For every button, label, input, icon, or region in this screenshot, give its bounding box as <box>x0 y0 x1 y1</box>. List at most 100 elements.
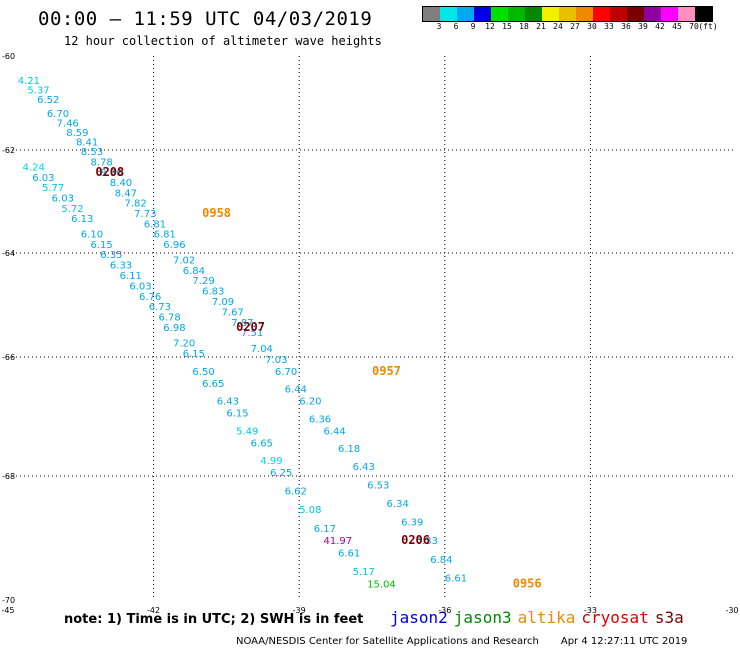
color-swatch <box>695 7 712 21</box>
wave-height-value: 6.44 <box>285 385 307 396</box>
wave-height-value: 6.20 <box>299 397 321 408</box>
footer-timestamp: Apr 4 12:27:11 UTC 2019 <box>560 636 688 647</box>
wave-height-value: 6.70 <box>47 109 69 120</box>
color-swatch <box>508 7 525 21</box>
wave-height-value: 4.99 <box>260 456 282 467</box>
wave-height-value: 8.53 <box>81 147 103 158</box>
wave-height-value: 8.41 <box>76 137 98 148</box>
wave-height-value: 5.49 <box>236 426 258 437</box>
wave-height-value: 6.03 <box>52 194 74 205</box>
wave-height-value: 7.46 <box>57 119 79 130</box>
color-scale-tick: 21 <box>536 22 546 31</box>
wave-height-value: 6.18 <box>338 444 360 455</box>
color-swatch <box>474 7 491 21</box>
wave-height-value: 6.84 <box>183 266 205 277</box>
wave-height-value: 6.03 <box>129 281 151 292</box>
wave-height-value: 6.36 <box>309 414 331 425</box>
color-scale-tick: 39 <box>638 22 648 31</box>
color-scale-tick: 12 <box>485 22 495 31</box>
wave-height-value: 15.04 <box>367 580 396 591</box>
wave-height-value: 6.61 <box>445 573 467 584</box>
wave-height-value: 4.24 <box>23 163 45 174</box>
lat-tick-label: -68 <box>2 472 15 481</box>
color-scale-tick: 30 <box>587 22 597 31</box>
wave-height-value: 41.97 <box>323 536 352 547</box>
lat-tick-label: -70 <box>2 596 15 605</box>
legend-item-jason2: jason2 <box>390 608 448 627</box>
color-swatch <box>593 7 610 21</box>
color-swatch <box>542 7 559 21</box>
color-swatch <box>457 7 474 21</box>
wave-height-value: 6.78 <box>158 313 180 324</box>
wave-height-value: 6.50 <box>192 367 214 378</box>
wave-height-value: 4.21 <box>18 76 40 87</box>
color-swatch <box>440 7 457 21</box>
color-scale-bar <box>422 6 713 22</box>
wave-height-value: 6.81 <box>144 219 166 230</box>
legend-item-s3a: s3a <box>654 608 684 627</box>
wave-height-value: 7.02 <box>173 255 195 266</box>
color-scale-tick: 70 <box>689 22 699 31</box>
wave-height-value: 6.15 <box>91 240 113 251</box>
wave-height-value: 7.82 <box>124 199 146 210</box>
color-scale-tick: 27 <box>570 22 580 31</box>
color-scale-tick: 6 <box>453 22 459 31</box>
wave-height-value: 7.09 <box>212 297 234 308</box>
wave-height-value: 7.04 <box>251 344 273 355</box>
color-swatch <box>576 7 593 21</box>
wave-height-value: 5.08 <box>299 505 321 516</box>
wave-height-value: 6.61 <box>338 549 360 560</box>
wave-height-value: 6.10 <box>81 230 103 241</box>
wave-height-value: 6.52 <box>37 95 59 106</box>
pass-time-label: 0958 <box>202 206 231 220</box>
lat-tick-label: -60 <box>2 52 15 61</box>
units-note: note: 1) Time is in UTC; 2) SWH is in fe… <box>64 612 364 627</box>
wave-height-value: 6.15 <box>226 409 248 420</box>
legend-item-jason3: jason3 <box>453 608 512 627</box>
wave-height-value: 6.33 <box>416 536 438 547</box>
wave-height-value: 6.98 <box>163 323 185 334</box>
color-swatch <box>610 7 627 21</box>
color-scale-tick: 45 <box>672 22 682 31</box>
wave-height-value: 6.83 <box>202 287 224 298</box>
color-scale-tick: 3 <box>436 22 442 31</box>
color-swatch <box>644 7 661 21</box>
map-subtitle: 12 hour collection of altimeter wave hei… <box>64 34 382 48</box>
wave-height-value: 6.39 <box>401 518 423 529</box>
wave-height-value: 6.15 <box>183 349 205 360</box>
wave-height-value: 8.80 <box>100 168 122 179</box>
map-title: 00:00 – 11:59 UTC 04/03/2019 <box>38 8 373 30</box>
wave-height-value: 6.43 <box>353 462 375 473</box>
lon-tick-label: -30 <box>725 606 738 615</box>
wave-height-value: 5.72 <box>61 204 83 215</box>
wave-height-value: 7.03 <box>265 355 287 366</box>
wave-height-value: 6.84 <box>430 555 452 566</box>
satellite-legend: jason2 jason3 altika cryosat s3a <box>390 608 690 627</box>
lat-tick-label: -62 <box>2 146 15 155</box>
color-swatch <box>627 7 644 21</box>
wave-height-value: 6.53 <box>367 480 389 491</box>
wave-height-value: 5.37 <box>27 86 49 97</box>
wave-height-value: 6.76 <box>139 292 161 303</box>
lon-tick-label: -42 <box>147 606 160 615</box>
wave-height-value: 7.29 <box>192 276 214 287</box>
lat-tick-label: -64 <box>2 249 15 258</box>
wave-height-value: 6.81 <box>154 230 176 241</box>
color-swatch <box>525 7 542 21</box>
lon-tick-label: -33 <box>584 606 597 615</box>
color-swatch <box>678 7 695 21</box>
color-swatch <box>661 7 678 21</box>
wave-height-value: 6.13 <box>71 214 93 225</box>
color-swatch <box>491 7 508 21</box>
color-scale-tick: 24 <box>553 22 563 31</box>
footer-source: NOAA/NESDIS Center for Satellite Applica… <box>236 636 539 647</box>
wave-height-value: 6.62 <box>285 487 307 498</box>
color-scale-tick: 36 <box>621 22 631 31</box>
pass-time-label: 0208 <box>95 165 124 179</box>
lon-tick-label: -36 <box>438 606 451 615</box>
wave-height-value: 6.43 <box>217 397 239 408</box>
footer: NOAA/NESDIS Center for Satellite Applica… <box>236 636 687 647</box>
pass-time-label: 0956 <box>513 577 542 591</box>
wave-height-value: 8.59 <box>66 128 88 139</box>
lat-tick-label: -66 <box>2 353 15 362</box>
